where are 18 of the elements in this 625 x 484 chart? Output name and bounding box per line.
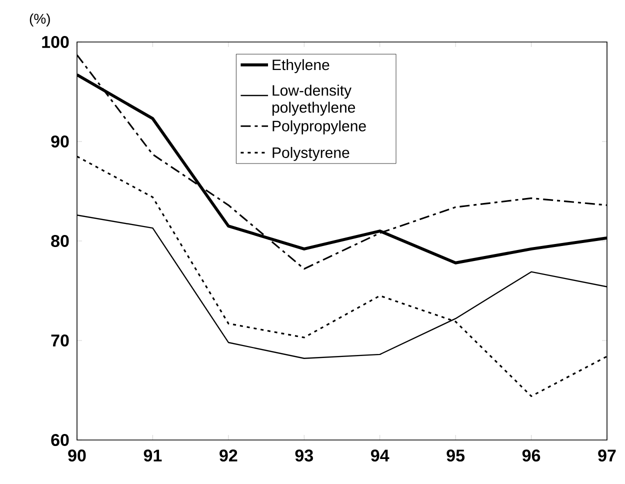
x-tick-label: 95 xyxy=(446,450,465,462)
y-axis-title: (%) xyxy=(30,13,50,27)
legend-label: Polypropylene xyxy=(272,120,366,134)
x-tick-label: 94 xyxy=(370,450,390,462)
y-tick-label: 100 xyxy=(42,36,69,48)
x-tick-label: 90 xyxy=(68,450,86,462)
x-tick-label: 92 xyxy=(220,450,238,462)
x-tick-label: 93 xyxy=(295,450,313,462)
x-tick-label: 91 xyxy=(144,450,162,462)
x-tick-label: 96 xyxy=(522,450,540,462)
y-tick-label: 70 xyxy=(51,334,69,347)
legend-label: Ethylene xyxy=(272,59,330,74)
y-tick-label: 60 xyxy=(51,434,69,446)
legend-label: Low-density polyethylene xyxy=(272,84,356,116)
y-tick-label: 80 xyxy=(51,234,69,248)
legend-label: Polystyrene xyxy=(272,146,350,161)
x-tick-label: 97 xyxy=(598,450,616,462)
y-tick-label: 90 xyxy=(51,135,69,148)
